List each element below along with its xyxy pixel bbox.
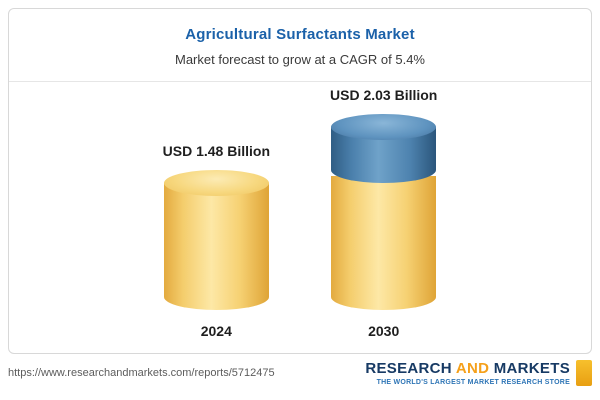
bar-group-2030: USD 2.03 Billion 2030: [330, 87, 437, 339]
chart-subtitle: Market forecast to grow at a CAGR of 5.4…: [175, 52, 425, 67]
logo-tagline: THE WORLD'S LARGEST MARKET RESEARCH STOR…: [376, 378, 570, 386]
cylinder-body-yellow: [163, 183, 269, 310]
logo-word-and: AND: [455, 359, 490, 377]
cylinder-segment-yellow: [331, 176, 437, 310]
bar-2030-cylinder: [331, 114, 437, 310]
chart-card: Agricultural Surfactants Market Market f…: [8, 8, 592, 354]
report-url: https://www.researchandmarkets.com/repor…: [8, 367, 275, 379]
research-and-markets-logo: RESEARCH AND MARKETS THE WORLD'S LARGEST…: [365, 360, 592, 386]
logo-word-markets: MARKETS: [493, 359, 570, 377]
logo-wordmark: RESEARCH AND MARKETS: [365, 359, 570, 377]
value-label-2030: USD 2.03 Billion: [330, 87, 438, 103]
value-label-2024: USD 1.48 Billion: [162, 143, 270, 159]
chart-plot-area: USD 1.48 Billion 2024 USD 2.03 Billion 2…: [9, 82, 591, 353]
chart-header: Agricultural Surfactants Market Market f…: [9, 9, 591, 81]
cylinder-top-yellow: [163, 170, 269, 196]
footer: https://www.researchandmarkets.com/repor…: [8, 360, 592, 386]
logo-word-research: RESEARCH: [365, 359, 452, 377]
logo-gold-mark-icon: [576, 360, 592, 386]
chart-title: Agricultural Surfactants Market: [185, 26, 415, 43]
logo-text: RESEARCH AND MARKETS THE WORLD'S LARGEST…: [365, 359, 570, 386]
bar-2024-cylinder: [163, 170, 269, 310]
bar-group-2024: USD 1.48 Billion 2024: [163, 143, 270, 339]
cylinder-top-blue: [331, 114, 437, 140]
axis-label-2030: 2030: [368, 323, 400, 339]
axis-label-2024: 2024: [200, 323, 232, 339]
header-divider: [9, 81, 591, 82]
